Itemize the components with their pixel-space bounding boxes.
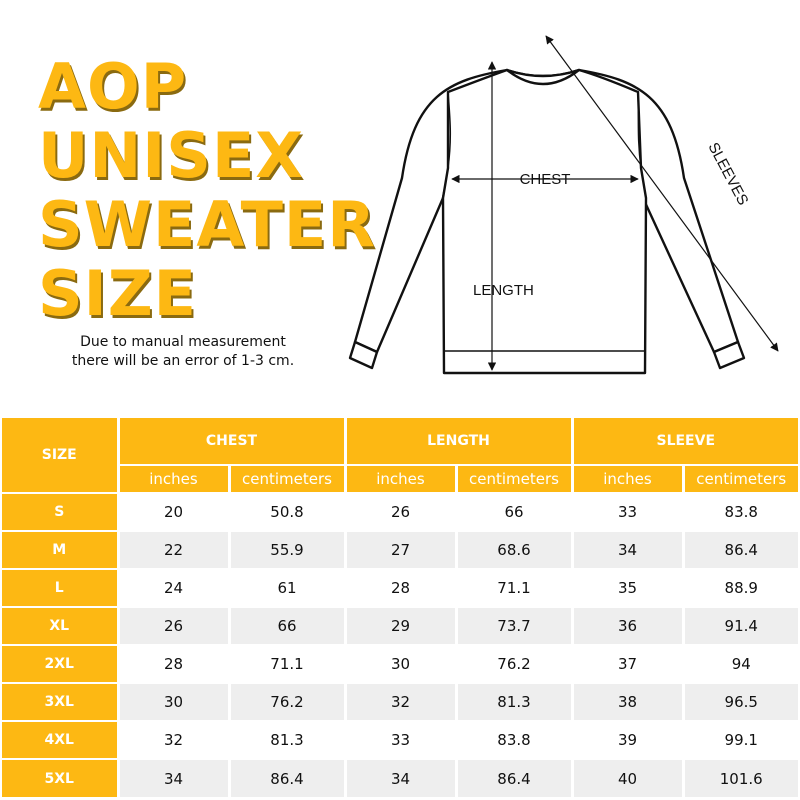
table-cell: 76.2: [454, 644, 572, 683]
table-cell: 94: [681, 644, 798, 683]
table-cell: 28: [116, 644, 229, 683]
table-cell: 37: [570, 644, 683, 683]
unit-header: centimeters: [227, 464, 345, 493]
size-header: SIZE: [2, 418, 118, 493]
table-cell: 81.3: [454, 682, 572, 721]
table-row: M 22 55.9 27 68.6 34 86.4: [2, 530, 798, 569]
size-cell: 5XL: [2, 758, 118, 797]
table-cell: 66: [227, 606, 345, 645]
table-cell: 24: [116, 568, 229, 607]
title-line: SWEATER: [38, 188, 376, 261]
table-row: 2XL 28 71.1 30 76.2 37 94: [2, 644, 798, 683]
measurement-note: Due to manual measurement there will be …: [38, 333, 328, 371]
note-line: there will be an error of 1-3 cm.: [71, 353, 295, 369]
table-cell: 32: [343, 682, 456, 721]
table-row: 5XL 34 86.4 34 86.4 40 101.6: [2, 758, 798, 797]
table-cell: 55.9: [227, 530, 345, 569]
table-row: S 20 50.8 26 66 33 83.8: [2, 492, 798, 531]
size-cell: M: [2, 530, 118, 569]
table-cell: 68.6: [454, 530, 572, 569]
table-cell: 101.6: [681, 758, 798, 797]
table-cell: 30: [116, 682, 229, 721]
page-title: AOP UNISEX SWEATER SIZE: [38, 52, 376, 328]
table-cell: 40: [570, 758, 683, 797]
table-cell: 61: [227, 568, 345, 607]
table-cell: 22: [116, 530, 229, 569]
table-cell: 26: [116, 606, 229, 645]
size-cell: L: [2, 568, 118, 607]
left-cuff: [348, 340, 379, 370]
size-cell: 2XL: [2, 644, 118, 683]
table-cell: 71.1: [227, 644, 345, 683]
unit-header: inches: [116, 464, 229, 493]
sweater-diagram: CHEST LENGTH SLEEVES: [340, 18, 800, 398]
table-row: L 24 61 28 71.1 35 88.9: [2, 568, 798, 607]
table-cell: 32: [116, 720, 229, 759]
table-cell: 71.1: [454, 568, 572, 607]
table-cell: 96.5: [681, 682, 798, 721]
table-row: 4XL 32 81.3 33 83.8 39 99.1: [2, 720, 798, 759]
table-cell: 39: [570, 720, 683, 759]
length-label: LENGTH: [473, 282, 534, 299]
chest-label: CHEST: [520, 171, 571, 188]
table-cell: 50.8: [227, 492, 345, 531]
table-cell: 34: [116, 758, 229, 797]
table-cell: 34: [343, 758, 456, 797]
table-row: XL 26 66 29 73.7 36 91.4: [2, 606, 798, 645]
table-cell: 27: [343, 530, 456, 569]
table-cell: 28: [343, 568, 456, 607]
table-cell: 76.2: [227, 682, 345, 721]
sweater-illustration: CHEST LENGTH SLEEVES: [348, 35, 779, 375]
title-line: UNISEX: [38, 119, 305, 192]
table-cell: 86.4: [454, 758, 572, 797]
table-cell: 99.1: [681, 720, 798, 759]
sweater-body: [441, 68, 648, 375]
table-cell: 29: [343, 606, 456, 645]
size-cell: S: [2, 492, 118, 531]
note-line: Due to manual measurement: [80, 334, 286, 350]
table-cell: 83.8: [681, 492, 798, 531]
table-cell: 73.7: [454, 606, 572, 645]
table-cell: 33: [570, 492, 683, 531]
size-cell: XL: [2, 606, 118, 645]
unit-header: inches: [343, 464, 456, 493]
size-cell: 4XL: [2, 720, 118, 759]
size-chart-table: SIZE CHEST LENGTH SLEEVE inches centimet…: [2, 418, 798, 797]
title-line: AOP: [38, 50, 188, 123]
sleeves-label: SLEEVES: [704, 140, 751, 208]
size-cell: 3XL: [2, 682, 118, 721]
unit-header: inches: [570, 464, 683, 493]
table-cell: 83.8: [454, 720, 572, 759]
table-cell: 88.9: [681, 568, 798, 607]
title-line: SIZE: [38, 257, 198, 330]
table-cell: 34: [570, 530, 683, 569]
table-cell: 36: [570, 606, 683, 645]
table-cell: 86.4: [227, 758, 345, 797]
unit-header: centimeters: [681, 464, 798, 493]
table-cell: 26: [343, 492, 456, 531]
unit-header: centimeters: [454, 464, 572, 493]
table-cell: 38: [570, 682, 683, 721]
table-cell: 35: [570, 568, 683, 607]
sleeve-group-header: SLEEVE: [570, 418, 798, 465]
table-cell: 66: [454, 492, 572, 531]
table-cell: 20: [116, 492, 229, 531]
chest-group-header: CHEST: [116, 418, 345, 465]
length-group-header: LENGTH: [343, 418, 572, 465]
sleeves-arrow: [545, 35, 779, 352]
table-cell: 33: [343, 720, 456, 759]
table-cell: 86.4: [681, 530, 798, 569]
table-row: 3XL 30 76.2 32 81.3 38 96.5: [2, 682, 798, 721]
table-cell: 81.3: [227, 720, 345, 759]
table-cell: 30: [343, 644, 456, 683]
table-cell: 91.4: [681, 606, 798, 645]
